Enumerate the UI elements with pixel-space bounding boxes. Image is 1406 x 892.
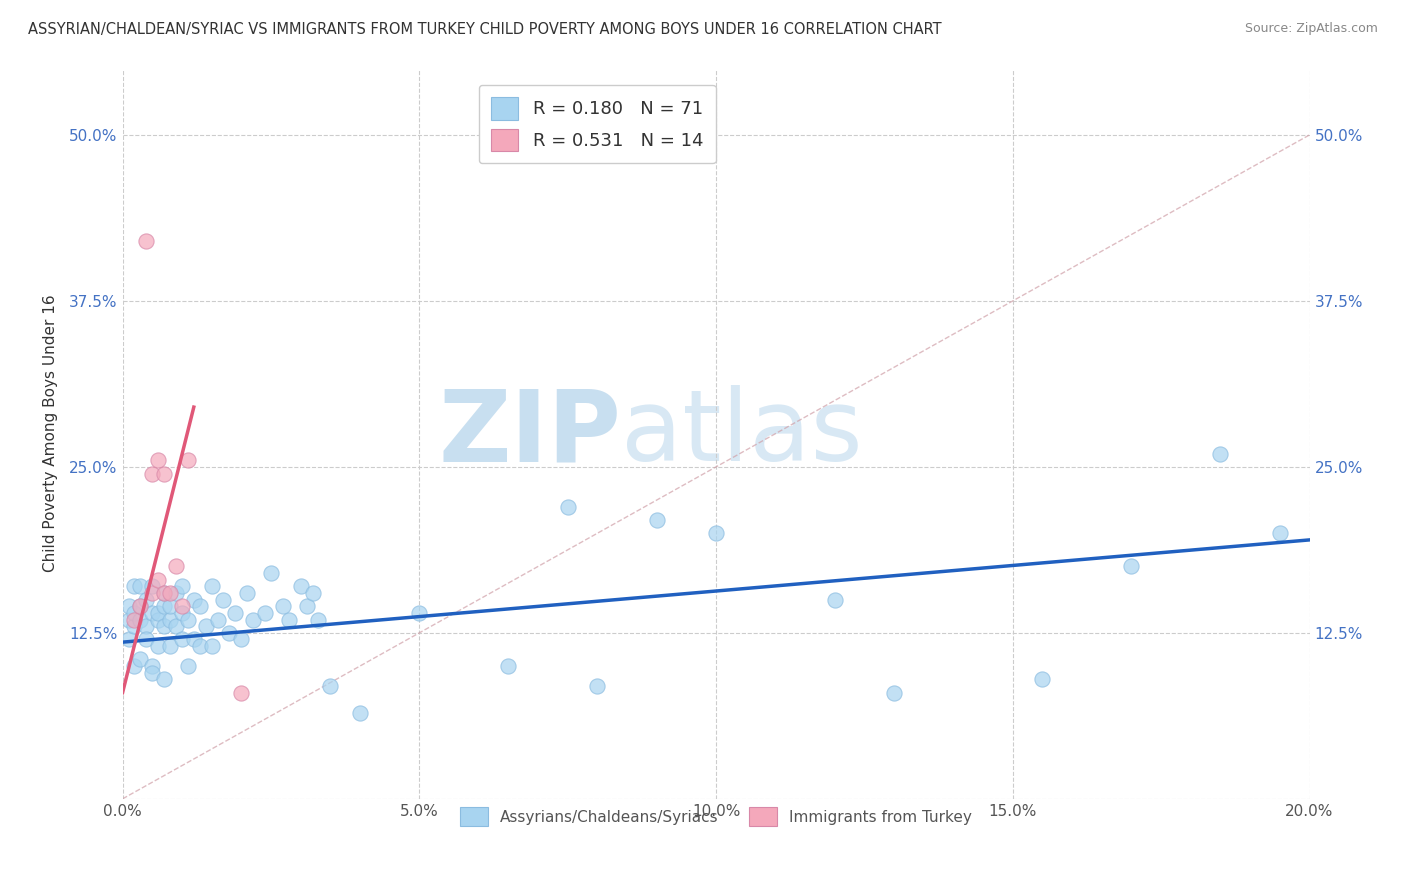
Text: atlas: atlas bbox=[621, 385, 863, 483]
Point bbox=[177, 659, 200, 673]
Point bbox=[165, 586, 187, 600]
Point bbox=[170, 579, 193, 593]
Point bbox=[1268, 526, 1291, 541]
Point bbox=[212, 592, 235, 607]
Point bbox=[177, 453, 200, 467]
Point bbox=[129, 652, 152, 666]
Point bbox=[253, 606, 276, 620]
Point bbox=[148, 573, 170, 587]
Point bbox=[177, 613, 200, 627]
Point bbox=[117, 599, 139, 614]
Point bbox=[159, 613, 181, 627]
Point bbox=[277, 613, 299, 627]
Point bbox=[295, 599, 318, 614]
Point bbox=[129, 599, 152, 614]
Point bbox=[301, 586, 323, 600]
Point bbox=[148, 639, 170, 653]
Point bbox=[148, 606, 170, 620]
Point bbox=[1209, 447, 1232, 461]
Point bbox=[1121, 559, 1143, 574]
Point bbox=[188, 599, 211, 614]
Point bbox=[207, 613, 229, 627]
Point bbox=[148, 613, 170, 627]
Y-axis label: Child Poverty Among Boys Under 16: Child Poverty Among Boys Under 16 bbox=[44, 295, 58, 573]
Point bbox=[153, 619, 176, 633]
Point bbox=[242, 613, 264, 627]
Point bbox=[183, 632, 205, 647]
Point bbox=[183, 592, 205, 607]
Point bbox=[153, 586, 176, 600]
Point bbox=[290, 579, 312, 593]
Point bbox=[135, 592, 157, 607]
Point bbox=[224, 606, 246, 620]
Point bbox=[129, 579, 152, 593]
Text: ASSYRIAN/CHALDEAN/SYRIAC VS IMMIGRANTS FROM TURKEY CHILD POVERTY AMONG BOYS UNDE: ASSYRIAN/CHALDEAN/SYRIAC VS IMMIGRANTS F… bbox=[28, 22, 942, 37]
Point bbox=[498, 659, 520, 673]
Point bbox=[188, 639, 211, 653]
Point bbox=[141, 586, 163, 600]
Point bbox=[201, 639, 224, 653]
Point bbox=[135, 632, 157, 647]
Point bbox=[141, 467, 163, 481]
Point bbox=[170, 632, 193, 647]
Point bbox=[129, 613, 152, 627]
Point bbox=[218, 625, 240, 640]
Point bbox=[135, 619, 157, 633]
Point bbox=[271, 599, 294, 614]
Point bbox=[159, 599, 181, 614]
Point bbox=[117, 632, 139, 647]
Point bbox=[141, 665, 163, 680]
Point bbox=[117, 613, 139, 627]
Legend: Assyrians/Chaldeans/Syriacs, Immigrants from Turkey: Assyrians/Chaldeans/Syriacs, Immigrants … bbox=[451, 798, 981, 835]
Point bbox=[170, 606, 193, 620]
Point bbox=[129, 599, 152, 614]
Point bbox=[557, 500, 579, 514]
Point bbox=[165, 559, 187, 574]
Point bbox=[124, 619, 146, 633]
Point bbox=[141, 606, 163, 620]
Point bbox=[194, 619, 217, 633]
Point bbox=[236, 586, 259, 600]
Text: Source: ZipAtlas.com: Source: ZipAtlas.com bbox=[1244, 22, 1378, 36]
Point bbox=[165, 619, 187, 633]
Point bbox=[824, 592, 846, 607]
Point bbox=[159, 639, 181, 653]
Point bbox=[883, 685, 905, 699]
Point bbox=[124, 613, 146, 627]
Point bbox=[307, 613, 329, 627]
Point bbox=[153, 673, 176, 687]
Point bbox=[141, 659, 163, 673]
Point bbox=[170, 599, 193, 614]
Point bbox=[408, 606, 430, 620]
Point bbox=[201, 579, 224, 593]
Point bbox=[231, 685, 253, 699]
Point bbox=[153, 467, 176, 481]
Point bbox=[148, 453, 170, 467]
Point bbox=[349, 706, 371, 720]
Point bbox=[1031, 673, 1053, 687]
Point bbox=[704, 526, 727, 541]
Point bbox=[153, 599, 176, 614]
Point bbox=[231, 632, 253, 647]
Point bbox=[319, 679, 342, 693]
Point bbox=[153, 586, 176, 600]
Point bbox=[645, 513, 668, 527]
Point bbox=[124, 606, 146, 620]
Text: ZIP: ZIP bbox=[439, 385, 621, 483]
Point bbox=[124, 659, 146, 673]
Point bbox=[135, 234, 157, 248]
Point bbox=[124, 579, 146, 593]
Point bbox=[159, 586, 181, 600]
Point bbox=[586, 679, 609, 693]
Point bbox=[260, 566, 283, 580]
Point bbox=[141, 579, 163, 593]
